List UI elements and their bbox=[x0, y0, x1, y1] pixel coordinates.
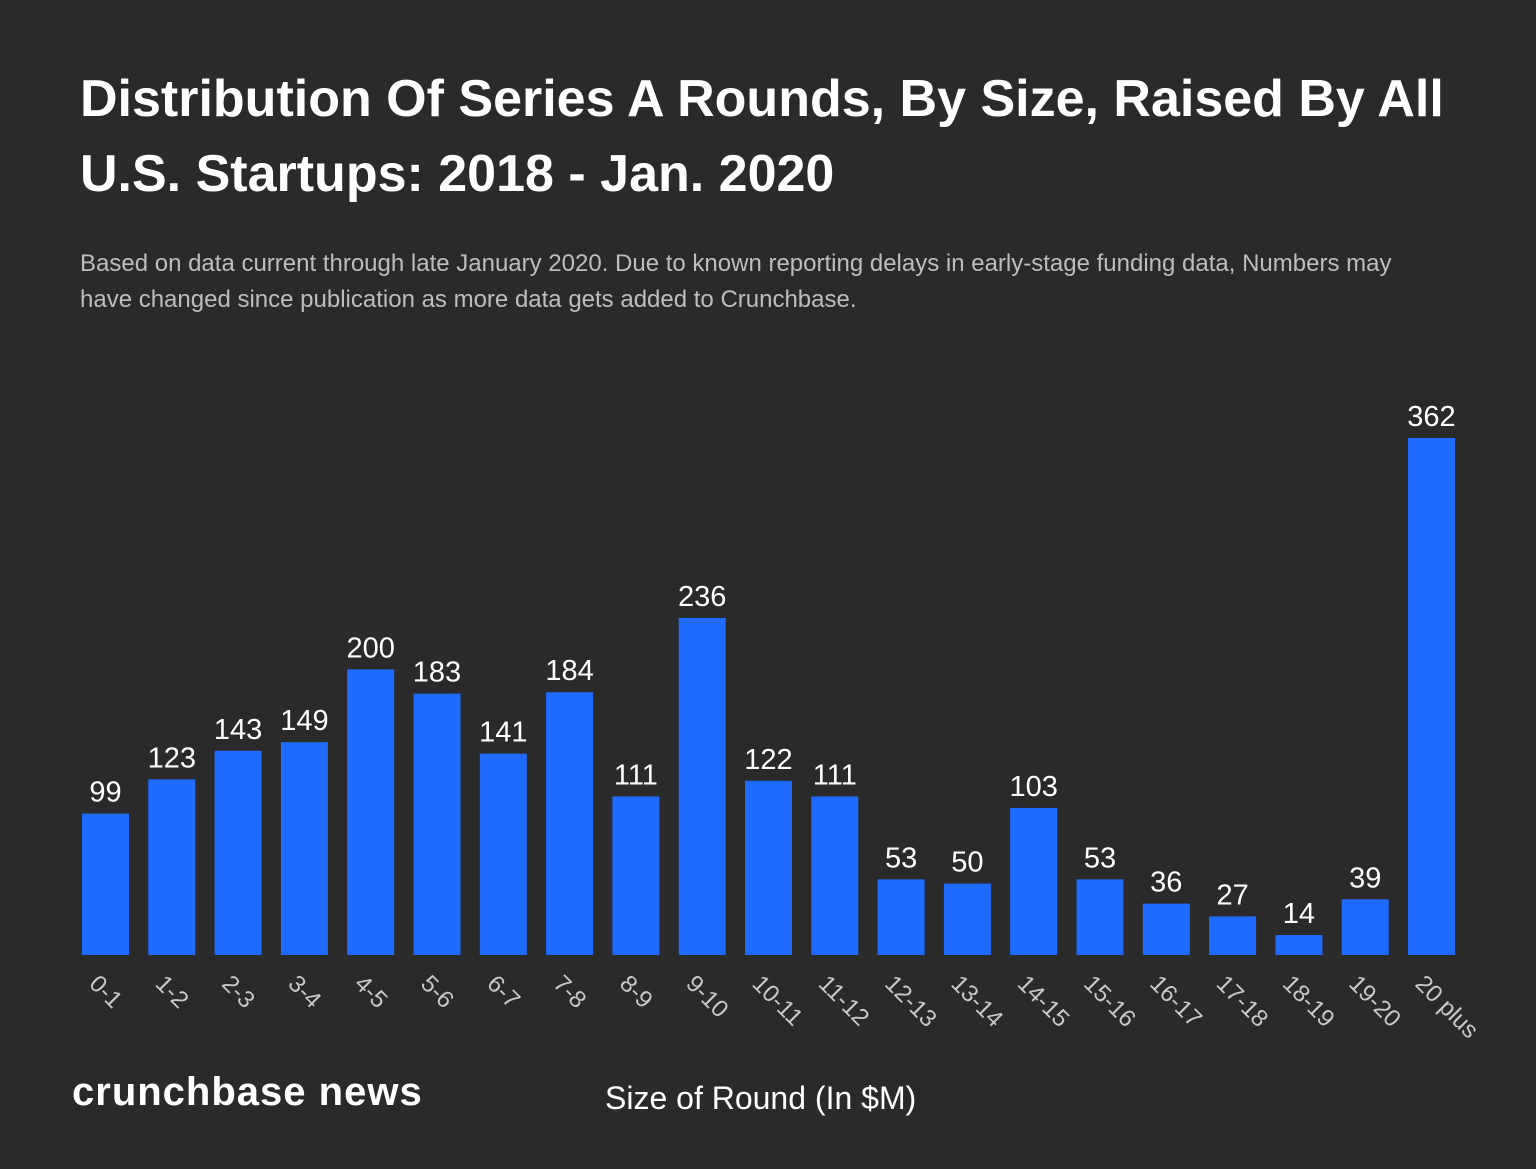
x-tick-label: 8-9 bbox=[614, 970, 658, 1014]
bar-9-10 bbox=[678, 617, 726, 955]
data-label: 53 bbox=[885, 842, 917, 874]
x-tick-label: 17-18 bbox=[1211, 970, 1274, 1033]
bar-19-20 bbox=[1341, 899, 1389, 955]
bar-20-plus bbox=[1408, 438, 1455, 955]
data-label: 362 bbox=[1407, 401, 1455, 433]
chart-subtitle: Based on data current through late Janua… bbox=[80, 250, 1392, 313]
bar-16-17 bbox=[1142, 903, 1190, 955]
bar-0-1 bbox=[82, 813, 129, 955]
data-label: 14 bbox=[1283, 898, 1315, 930]
data-label: 122 bbox=[744, 744, 792, 776]
data-label: 103 bbox=[1010, 771, 1058, 803]
x-tick-label: 19-20 bbox=[1343, 970, 1406, 1033]
x-tick-label: 9-10 bbox=[680, 970, 733, 1023]
bar-18-19 bbox=[1275, 935, 1323, 955]
x-tick-label: 5-6 bbox=[415, 970, 459, 1014]
bar-7-8 bbox=[546, 692, 594, 955]
x-tick-label: 3-4 bbox=[283, 970, 327, 1014]
data-label: 53 bbox=[1084, 842, 1116, 874]
data-label: 183 bbox=[413, 657, 461, 689]
bar-10-11 bbox=[745, 780, 792, 955]
x-tick-label: 1-2 bbox=[150, 970, 194, 1014]
bar-15-16 bbox=[1076, 879, 1124, 955]
bar-5-6 bbox=[413, 693, 461, 955]
x-tick-label: 16-17 bbox=[1145, 970, 1208, 1033]
data-label: 99 bbox=[89, 777, 121, 809]
bar-3-4 bbox=[280, 742, 328, 955]
chart-title: Distribution Of Series A Rounds, By Size… bbox=[80, 70, 1444, 203]
data-label: 111 bbox=[813, 759, 857, 791]
x-tick-label: 14-15 bbox=[1012, 970, 1075, 1033]
bar-8-9 bbox=[612, 796, 660, 955]
x-tick-label: 15-16 bbox=[1078, 970, 1141, 1033]
data-label: 143 bbox=[214, 714, 262, 746]
x-tick-label: 18-19 bbox=[1277, 970, 1340, 1033]
x-tick-label: 4-5 bbox=[349, 970, 393, 1014]
x-tick-label: 0-1 bbox=[84, 970, 128, 1014]
data-label: 123 bbox=[148, 742, 196, 774]
x-tick-label: 2-3 bbox=[216, 970, 260, 1014]
x-axis-label: Size of Round (In $M) bbox=[605, 1080, 917, 1116]
bar-17-18 bbox=[1209, 916, 1257, 955]
x-tick-label: 10-11 bbox=[747, 970, 808, 1031]
bar-14-15 bbox=[1010, 807, 1058, 955]
x-tick-label: 11-12 bbox=[813, 970, 874, 1031]
data-label: 39 bbox=[1349, 862, 1381, 894]
data-label: 149 bbox=[280, 705, 328, 737]
bar-11-12 bbox=[811, 796, 859, 955]
data-label: 200 bbox=[347, 632, 395, 664]
bar-12-13 bbox=[877, 879, 925, 955]
x-tick-label: 12-13 bbox=[879, 970, 942, 1033]
x-tick-label: 13-14 bbox=[946, 970, 1009, 1033]
data-label: 141 bbox=[479, 717, 527, 749]
bar-13-14 bbox=[943, 883, 991, 955]
x-tick-label: 20 plus bbox=[1410, 970, 1484, 1044]
data-label: 27 bbox=[1216, 879, 1248, 911]
data-label: 36 bbox=[1150, 867, 1182, 899]
bar-1-2 bbox=[148, 779, 196, 955]
data-label: 184 bbox=[545, 655, 593, 687]
crunchbase-news-logo: crunchbase news bbox=[72, 1070, 423, 1114]
x-tick-label: 7-8 bbox=[548, 970, 592, 1014]
bar-2-3 bbox=[214, 750, 262, 955]
x-tick-label: 6-7 bbox=[482, 970, 526, 1014]
bar-4-5 bbox=[347, 669, 395, 955]
data-label: 236 bbox=[678, 581, 726, 613]
data-label: 50 bbox=[951, 847, 983, 879]
bar-6-7 bbox=[479, 753, 527, 955]
data-label: 111 bbox=[614, 759, 658, 791]
